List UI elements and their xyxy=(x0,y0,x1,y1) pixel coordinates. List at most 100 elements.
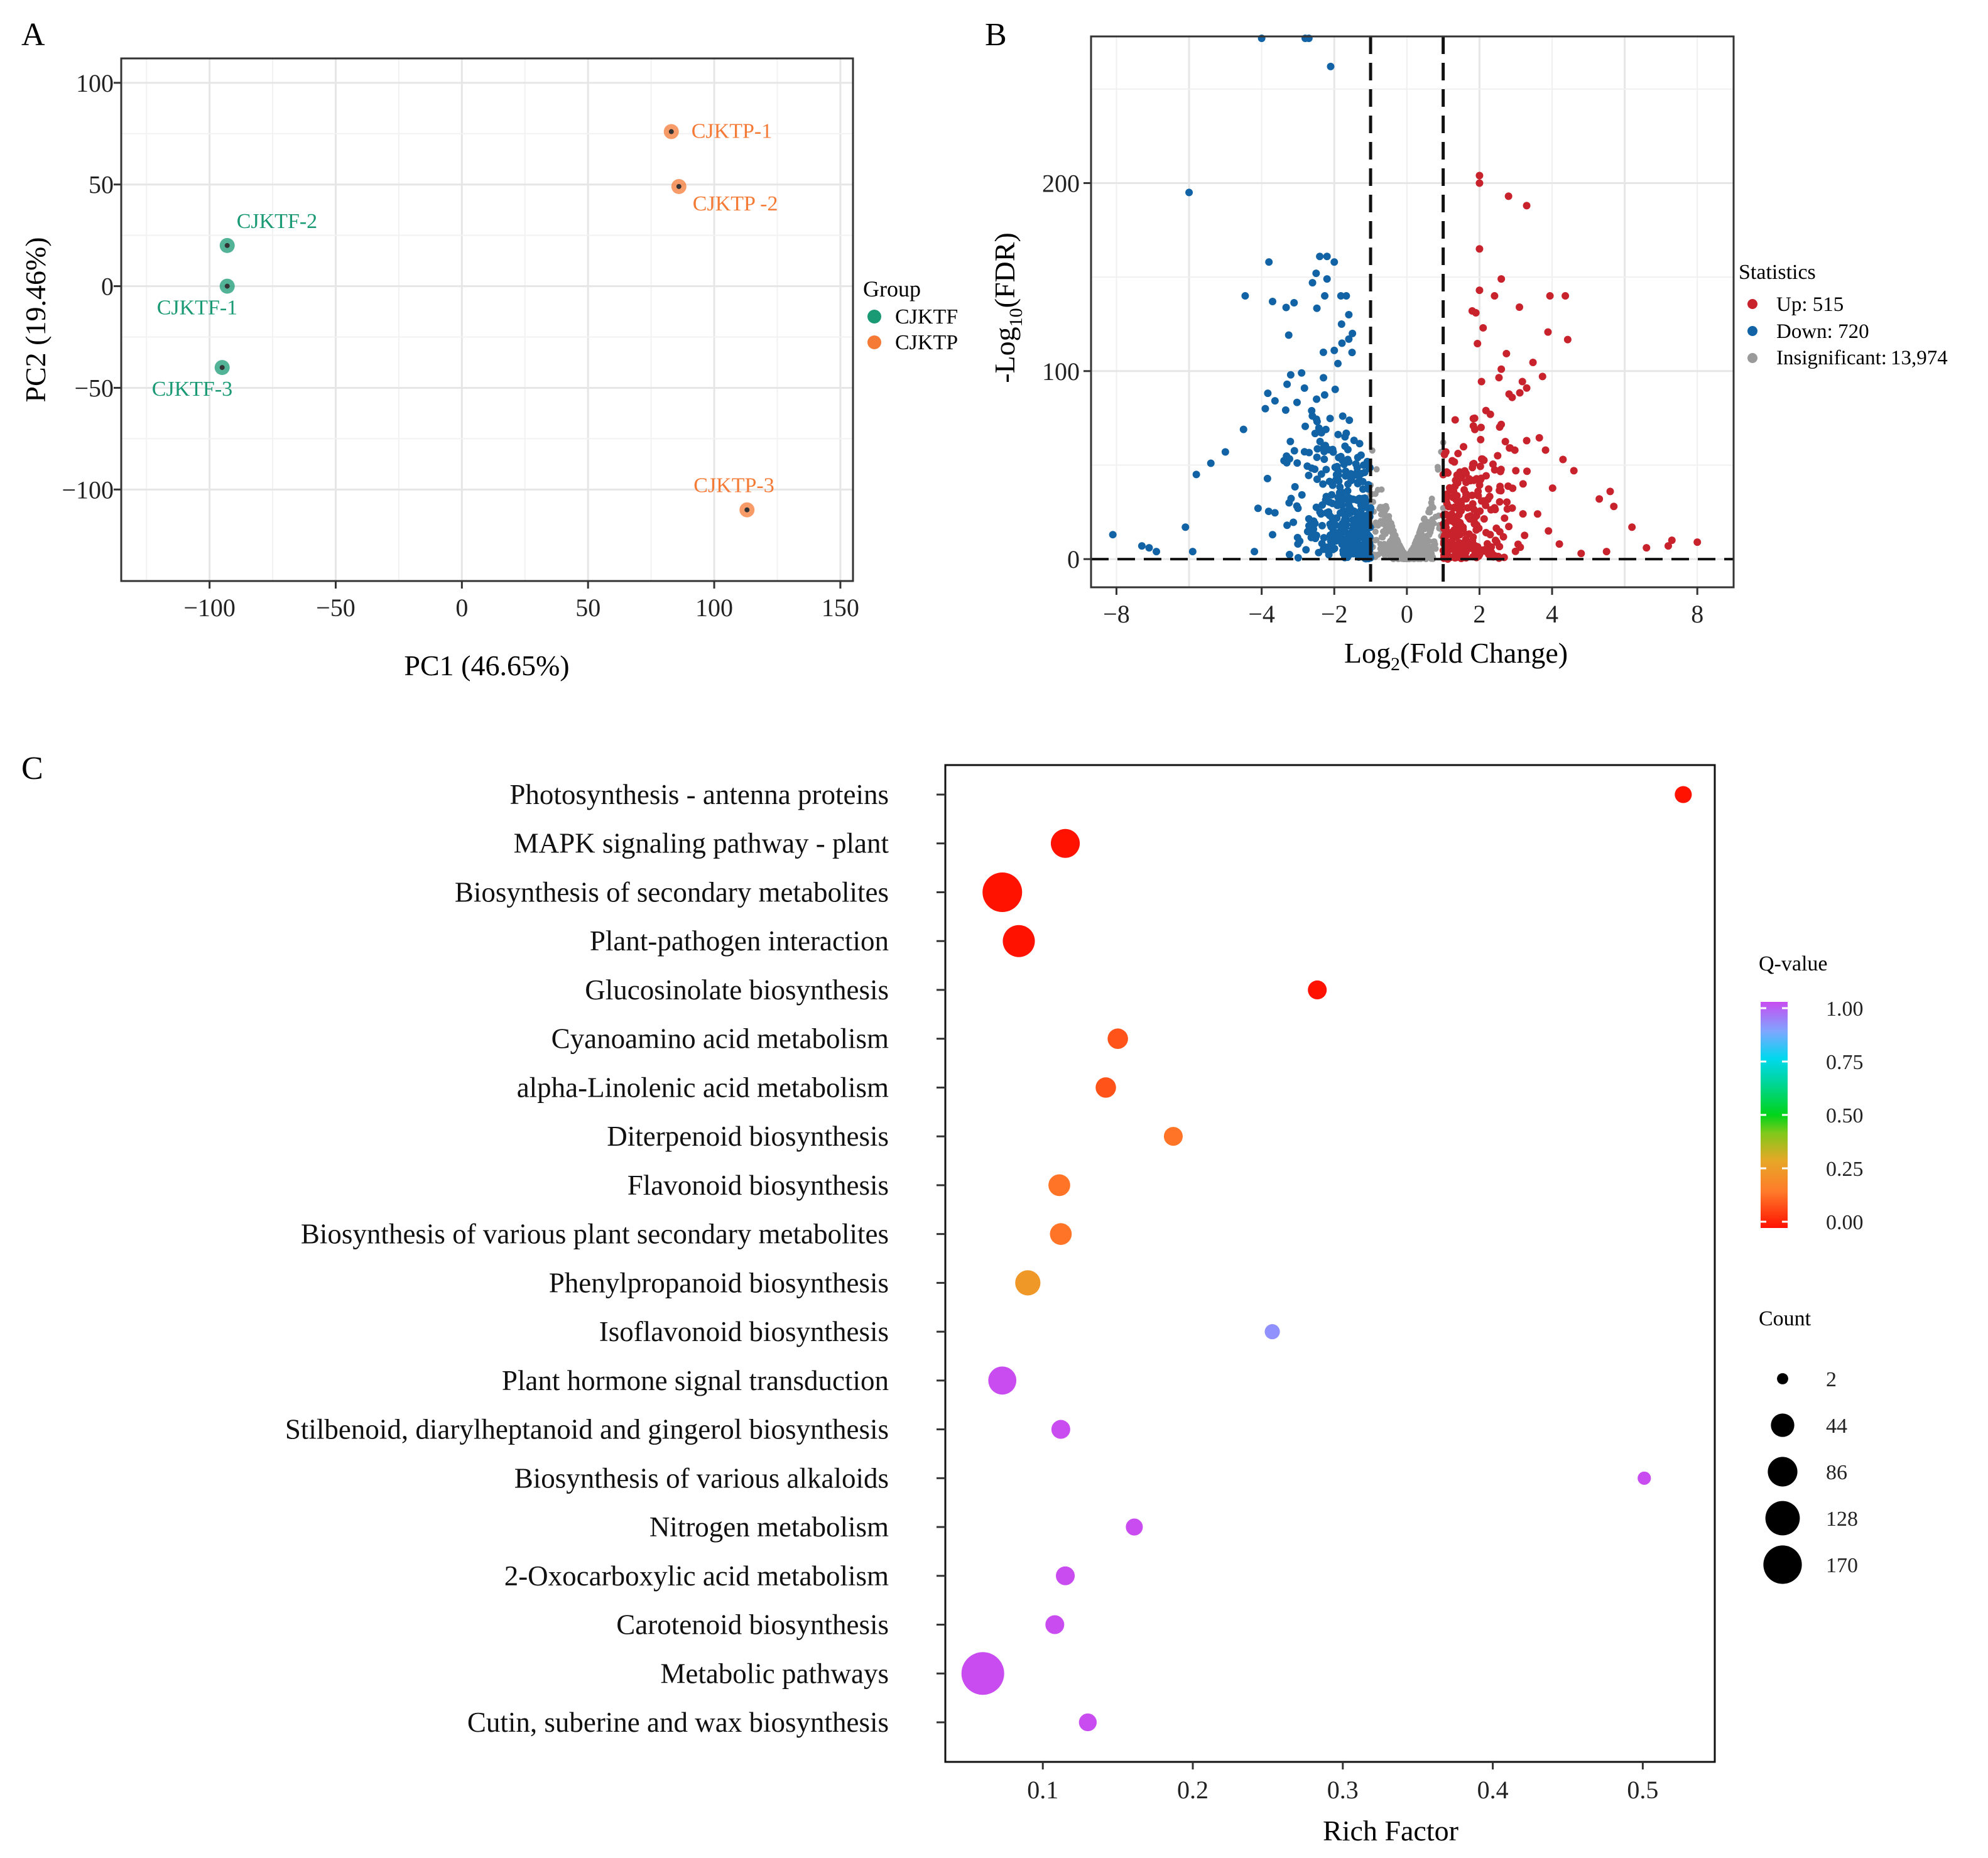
volcano-point-down xyxy=(1283,459,1291,467)
volcano-point-up xyxy=(1456,523,1464,531)
volcano-point-insignificant xyxy=(1428,499,1435,506)
volcano-point-down xyxy=(1291,483,1299,491)
pathway-label: Biosynthesis of various alkaloids xyxy=(514,1462,889,1494)
volcano-point-up xyxy=(1472,475,1480,483)
volcano-point-up xyxy=(1595,495,1604,503)
volcano-point-up xyxy=(1453,471,1461,479)
pathway-label: MAPK signaling pathway - plant xyxy=(514,828,889,859)
volcano-point-up xyxy=(1468,491,1476,499)
pca-plot-area xyxy=(121,58,853,581)
volcano-point-up xyxy=(1489,460,1497,469)
volcano-point-up xyxy=(1443,499,1451,508)
volcano-point-down xyxy=(1324,497,1332,506)
volcano-point-insignificant xyxy=(1372,537,1379,544)
volcano-point-up xyxy=(1475,179,1484,187)
volcano-point-down xyxy=(1349,526,1357,534)
volcano-point-up xyxy=(1450,458,1458,466)
volcano-point-down xyxy=(1327,531,1335,540)
volcano-point-up xyxy=(1449,484,1457,492)
volcano-point-down xyxy=(1294,540,1302,548)
volcano-point-up xyxy=(1449,540,1457,548)
volcano-point-down xyxy=(1320,455,1328,464)
bubble-biosynthesis-of-secondary-metabolites xyxy=(982,872,1023,912)
volcano-point-down xyxy=(1353,468,1361,476)
volcano-point-up xyxy=(1464,504,1472,512)
volcano-point-down xyxy=(1344,455,1352,464)
volcano-x-tick-label: −2 xyxy=(1321,600,1348,628)
volcano-point-up xyxy=(1501,514,1509,522)
bubble-carotenoid-biosynthesis xyxy=(1045,1615,1065,1634)
volcano-point-down xyxy=(1241,292,1249,300)
volcano-point-up xyxy=(1487,548,1496,557)
volcano-point-down xyxy=(1320,534,1328,542)
volcano-point-up xyxy=(1480,515,1488,523)
volcano-point-down xyxy=(1361,469,1369,477)
volcano-point-up xyxy=(1485,485,1493,493)
volcano-point-down xyxy=(1138,542,1146,550)
bubble-stilbenoid-diarylheptanoid-and-gingerol-biosynthesis xyxy=(1051,1420,1070,1439)
volcano-point-down xyxy=(1281,406,1290,414)
volcano-point-up xyxy=(1643,544,1651,552)
volcano-point-up xyxy=(1495,374,1503,382)
volcano-point-up xyxy=(1457,507,1465,515)
pca-gridlines xyxy=(121,58,853,581)
bubble-plant-hormone-signal-transduction xyxy=(988,1366,1017,1395)
pathway-label: Photosynthesis - antenna proteins xyxy=(509,779,889,810)
volcano-point-up xyxy=(1505,523,1513,531)
panel-label-c: C xyxy=(21,751,43,786)
volcano-point-down xyxy=(1294,504,1302,513)
volcano-point-up xyxy=(1466,515,1474,523)
bubble-nitrogen-metabolism xyxy=(1126,1518,1143,1536)
pathway-label: 2-Oxocarboxylic acid metabolism xyxy=(504,1560,889,1592)
volcano-point-down xyxy=(1263,474,1271,482)
volcano-point-down xyxy=(1308,279,1317,287)
volcano-point-down xyxy=(1326,415,1334,423)
volcano-point-insignificant xyxy=(1428,518,1435,525)
volcano-point-down xyxy=(1342,429,1350,437)
enrichment-plot-area xyxy=(944,764,1716,1763)
panel-label-a: A xyxy=(21,17,45,53)
volcano-point-down xyxy=(1325,508,1333,516)
volcano-y-tick-label: 100 xyxy=(1042,357,1080,386)
bubble-photosynthesis-antenna-proteins xyxy=(1675,786,1692,803)
qvalue-tick-label: 1.00 xyxy=(1826,997,1864,1021)
volcano-point-down xyxy=(1320,391,1328,399)
volcano-point-up xyxy=(1487,506,1495,514)
volcano-point-up xyxy=(1518,378,1526,386)
volcano-point-down xyxy=(1271,509,1279,517)
volcano-point-down xyxy=(1332,537,1340,545)
volcano-point-down xyxy=(1350,437,1358,445)
volcano-point-down xyxy=(1109,531,1117,539)
volcano-point-insignificant xyxy=(1373,466,1380,473)
volcano-point-down xyxy=(1313,395,1321,403)
bubble-biosynthesis-of-various-alkaloids xyxy=(1638,1471,1651,1485)
pca-point-label: CJKTF-3 xyxy=(152,378,232,401)
volcano-point-down xyxy=(1308,412,1317,420)
volcano-point-up xyxy=(1523,384,1531,392)
volcano-y-axis-title: -Log10(FDR) xyxy=(989,232,1026,383)
volcano-point-up xyxy=(1497,275,1506,283)
volcano-point-insignificant xyxy=(1398,552,1404,559)
volcano-legend-label-down: Down: 720 xyxy=(1776,320,1869,343)
pca-x-tick-label: 0 xyxy=(455,594,468,622)
volcano-legend-swatch-insignificant xyxy=(1747,353,1757,363)
volcano-point-down xyxy=(1343,511,1351,519)
volcano-point-down xyxy=(1359,520,1367,528)
pathway-label: Flavonoid biosynthesis xyxy=(627,1170,889,1201)
volcano-point-down xyxy=(1185,188,1193,197)
volcano-point-up xyxy=(1477,423,1485,432)
qvalue-tick-label: 0.25 xyxy=(1826,1158,1864,1181)
volcano-point-up xyxy=(1477,378,1486,386)
volcano-point-up xyxy=(1521,531,1529,540)
volcano-point-down xyxy=(1300,384,1308,392)
volcano-point-down xyxy=(1319,480,1327,488)
volcano-point-down xyxy=(1283,521,1291,530)
volcano-point-insignificant xyxy=(1421,535,1428,541)
count-legend-circle xyxy=(1763,1545,1802,1584)
volcano-point-insignificant xyxy=(1416,528,1423,535)
bubble-2-oxocarboxylic-acid-metabolism xyxy=(1056,1566,1075,1585)
volcano-point-up xyxy=(1462,495,1470,503)
volcano-point-down xyxy=(1337,292,1345,300)
pca-x-tick-label: −50 xyxy=(316,594,356,622)
